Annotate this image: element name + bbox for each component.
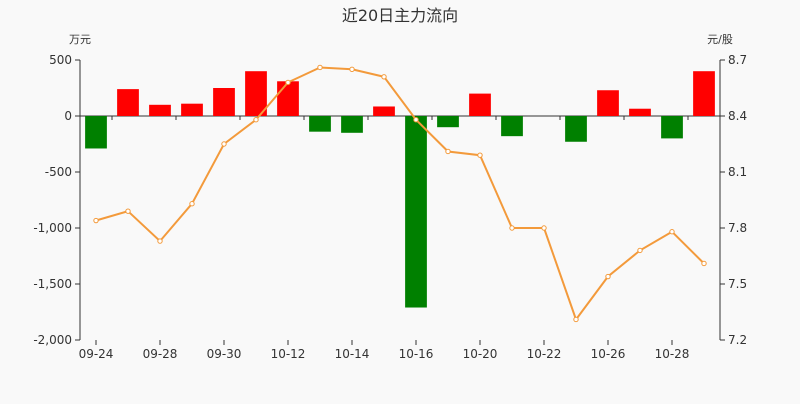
price-point xyxy=(605,273,611,280)
flow-bar xyxy=(181,103,203,116)
right-axis-tick-label: 7.5 xyxy=(728,277,747,291)
flow-bar xyxy=(341,116,363,133)
price-point xyxy=(701,260,707,267)
flow-bar xyxy=(469,93,491,116)
price-point xyxy=(93,217,99,224)
flow-bar xyxy=(597,90,619,116)
left-axis-tick-label: -1,500 xyxy=(33,277,72,291)
left-axis-tick-label: 500 xyxy=(49,53,72,67)
flow-bar xyxy=(373,106,395,116)
x-axis-tick-label: 10-20 xyxy=(463,347,498,361)
x-axis-tick-label: 10-22 xyxy=(527,347,562,361)
flow-bar xyxy=(501,116,523,137)
flow-bar xyxy=(245,71,267,116)
price-point xyxy=(317,64,323,71)
left-axis-tick-label: -1,000 xyxy=(33,221,72,235)
right-axis-tick-label: 8.4 xyxy=(728,109,747,123)
price-point xyxy=(189,201,195,207)
x-axis-tick-label: 10-28 xyxy=(655,347,690,361)
left-axis-tick-label: -2,000 xyxy=(33,333,72,347)
price-point xyxy=(381,74,387,80)
x-axis-tick-label: 10-16 xyxy=(399,347,434,361)
flow-bar xyxy=(693,71,715,116)
right-axis-tick-label: 8.7 xyxy=(728,53,747,67)
flow-bar xyxy=(437,116,459,128)
flow-bar xyxy=(277,81,299,116)
flow-bar xyxy=(85,116,107,149)
flow-bar xyxy=(661,116,683,139)
flow-bar xyxy=(309,116,331,132)
price-point xyxy=(349,66,355,73)
chart-title: 近20日主力流向 xyxy=(342,6,458,25)
flow-bar xyxy=(405,116,427,308)
price-point xyxy=(221,141,227,147)
x-axis-tick-label: 10-26 xyxy=(591,347,626,361)
flow-bar xyxy=(213,88,235,116)
price-point xyxy=(157,238,163,244)
x-axis-tick-label: 10-14 xyxy=(335,347,370,361)
flow-bar xyxy=(565,116,587,142)
price-line xyxy=(95,66,705,322)
left-axis-tick-label: -500 xyxy=(45,165,72,179)
right-axis-unit: 元/股 xyxy=(707,33,733,46)
left-axis-unit: 万元 xyxy=(69,33,91,46)
price-point xyxy=(541,225,547,231)
flow-bar xyxy=(629,108,651,116)
flow-bar xyxy=(149,104,171,116)
x-axis-tick-label: 09-30 xyxy=(207,347,242,361)
x-axis-tick-label: 09-24 xyxy=(79,347,114,361)
flow-bar xyxy=(117,89,139,116)
right-axis-tick-label: 8.1 xyxy=(728,165,747,179)
right-axis-tick-label: 7.8 xyxy=(728,221,747,235)
price-point xyxy=(445,148,451,155)
price-point xyxy=(573,316,579,323)
price-point xyxy=(669,229,675,235)
left-axis-tick-label: 0 xyxy=(64,109,72,123)
x-axis-tick-label: 10-12 xyxy=(271,347,306,361)
price-point xyxy=(125,208,131,214)
price-point xyxy=(509,225,515,231)
price-point xyxy=(477,152,483,158)
price-point xyxy=(285,79,291,86)
price-point xyxy=(413,117,419,123)
right-axis-tick-label: 7.2 xyxy=(728,333,747,347)
price-point xyxy=(253,117,259,123)
x-axis-tick-label: 09-28 xyxy=(143,347,178,361)
price-point xyxy=(637,247,643,254)
